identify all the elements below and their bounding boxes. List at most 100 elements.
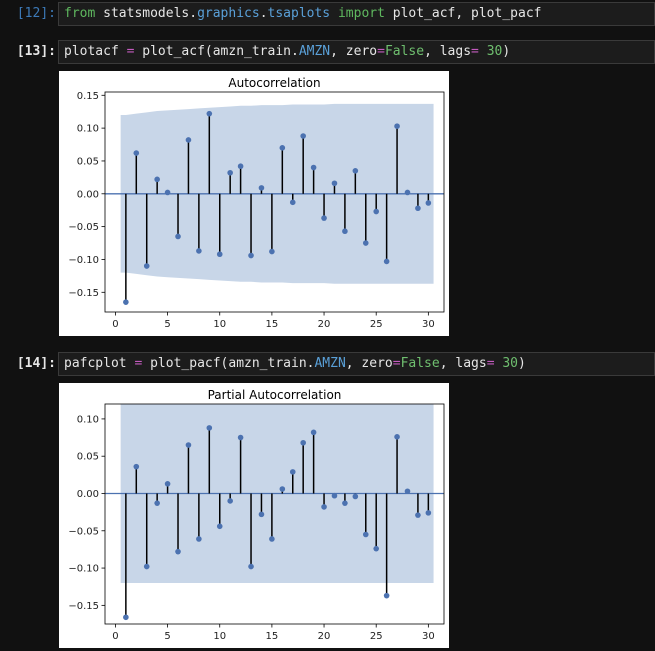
code-token: False	[400, 356, 440, 371]
data-point	[342, 500, 348, 506]
data-point	[331, 492, 338, 499]
code-token: import	[337, 6, 385, 21]
code-token: =	[471, 44, 479, 59]
code-token: =	[392, 356, 401, 371]
y-tick-label: −0.05	[68, 222, 99, 233]
y-tick-label: −0.15	[68, 601, 99, 612]
data-point	[196, 536, 202, 542]
x-tick-label: 0	[112, 631, 118, 642]
code-token: AMZN	[298, 44, 331, 59]
code-token	[479, 44, 487, 59]
data-point	[300, 439, 306, 446]
data-point	[362, 240, 369, 246]
pacf-plot-output: Partial Autocorrelation 0.10 0.05 0.00 −0.05…	[59, 383, 449, 648]
data-point	[373, 208, 380, 215]
data-point	[154, 176, 160, 183]
code-token: graphics	[197, 6, 260, 21]
code-token: statsmodels	[95, 6, 190, 21]
data-point	[352, 168, 359, 174]
code-token: )	[502, 44, 511, 59]
data-point	[279, 145, 286, 151]
data-point	[269, 248, 275, 255]
data-point	[415, 205, 421, 212]
data-point	[143, 263, 150, 269]
data-point	[123, 299, 129, 305]
code-editor[interactable]: pafcplot = plot_pacf(amzn_train.AMZN, ze…	[58, 352, 655, 376]
x-tick-label: 10	[213, 631, 226, 642]
x-tick-label: 0	[112, 319, 118, 330]
code-token: AMZN	[314, 356, 346, 371]
data-point	[258, 511, 265, 518]
data-point	[373, 545, 380, 552]
axes-frame	[104, 91, 445, 313]
data-point	[383, 592, 390, 599]
code-token: False	[384, 44, 425, 59]
cell-prompt: [13]:	[16, 44, 56, 59]
notebook-cell-pacf[interactable]: [14]: pafcplot = plot_pacf(amzn_train.AM…	[0, 352, 655, 376]
data-point	[394, 123, 400, 129]
code-token: plot_acf(amzn_train.	[134, 44, 299, 59]
data-point	[185, 137, 192, 143]
code-token: 30	[502, 356, 518, 371]
notebook-cell-import[interactable]: [12]: from statsmodels.graphics.tsaplots…	[0, 2, 655, 26]
code-token: , zero	[345, 356, 393, 371]
code-token: )	[518, 356, 526, 371]
code-token: pafcplot	[64, 356, 135, 371]
data-point	[331, 180, 338, 187]
code-token	[330, 6, 338, 21]
x-tick-label: 15	[266, 631, 279, 642]
x-tick-label: 5	[164, 631, 170, 642]
data-point	[310, 429, 317, 436]
data-point	[196, 248, 202, 254]
x-tick-label: 30	[422, 631, 435, 642]
data-point	[216, 523, 223, 530]
x-tick-label: 15	[266, 319, 279, 330]
data-point	[289, 469, 296, 475]
y-tick-label: 0.05	[77, 452, 99, 463]
code-editor[interactable]: plotacf = plot_acf(amzn_train.AMZN, zero…	[58, 40, 655, 64]
cell-prompt: [14]:	[16, 356, 56, 371]
data-point	[164, 189, 171, 196]
data-point	[321, 504, 327, 510]
notebook-cell-acf[interactable]: [13]: plotacf = plot_acf(amzn_train.AMZN…	[0, 40, 655, 64]
x-tick-label: 5	[164, 319, 170, 330]
chart-title: Partial Autocorrelation	[208, 388, 342, 402]
pacf-chart: Partial Autocorrelation 0.10 0.05 0.00 −0.05…	[68, 388, 445, 642]
y-tick-label: 0.05	[77, 156, 99, 167]
data-point	[415, 512, 421, 518]
data-point	[154, 500, 160, 506]
data-point	[227, 169, 233, 176]
code-token: , lags	[424, 44, 472, 59]
code-token: , zero	[330, 44, 378, 59]
data-point	[279, 486, 286, 492]
y-tick-label: −0.10	[68, 255, 99, 266]
data-point	[227, 498, 233, 504]
x-tick-label: 25	[370, 319, 383, 330]
data-point	[216, 251, 223, 258]
data-point	[248, 563, 254, 570]
x-tick-label: 20	[318, 631, 331, 642]
y-tick-label: 0.10	[77, 414, 99, 425]
data-point	[404, 488, 411, 495]
data-point	[383, 258, 390, 265]
data-point	[248, 252, 254, 259]
data-point	[342, 228, 348, 235]
data-point	[123, 614, 129, 621]
cell-prompt: [12]:	[16, 6, 56, 21]
code-token: .	[259, 6, 268, 21]
acf-plot-output: Autocorrelation 0.15 0.10 0.05 0.00 −0.05 −0.1…	[59, 71, 449, 336]
data-point	[425, 510, 432, 516]
y-tick-label: 0.00	[77, 489, 99, 500]
y-tick-label: −0.05	[68, 526, 99, 537]
code-token: 30	[486, 44, 503, 59]
code-token: plotacf	[64, 44, 127, 59]
code-editor[interactable]: from statsmodels.graphics.tsaplots impor…	[58, 2, 655, 26]
code-token: =	[126, 44, 135, 59]
y-tick-label: −0.15	[68, 288, 99, 299]
code-token: =	[377, 44, 385, 59]
y-tick-label: 0.00	[77, 189, 99, 200]
data-point	[143, 563, 150, 570]
x-tick-label: 20	[318, 319, 331, 330]
data-point	[269, 536, 275, 542]
data-point	[133, 150, 140, 156]
